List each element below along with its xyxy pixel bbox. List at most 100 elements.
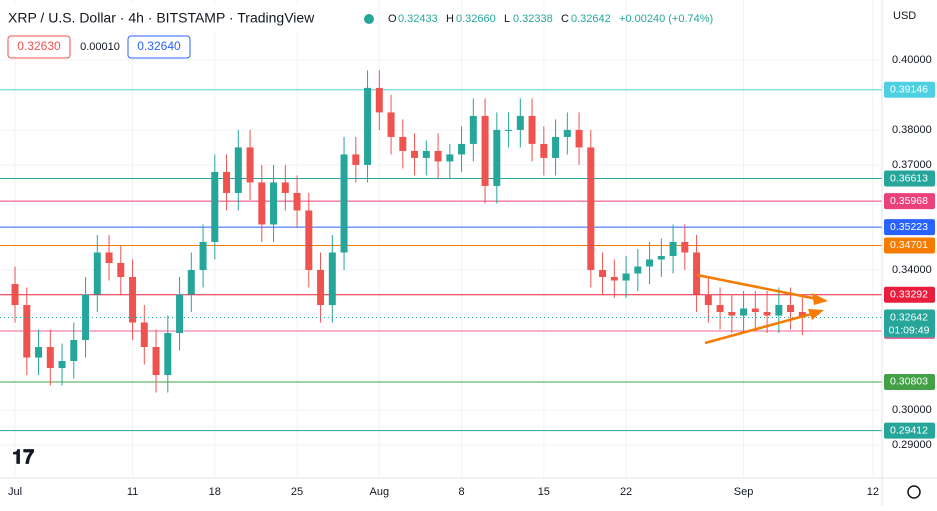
candle-body	[176, 294, 184, 334]
ohlc-label: O	[388, 13, 397, 25]
candle-body	[399, 136, 407, 151]
y-tick-label: 0.37000	[892, 159, 932, 171]
candle-body	[493, 129, 501, 186]
candle-body	[563, 129, 571, 137]
candle-body	[211, 171, 219, 242]
level-label-bg	[884, 193, 935, 210]
candle-body	[704, 294, 712, 306]
x-tick-label: 12	[867, 486, 879, 498]
x-tick-label: Jul	[8, 486, 22, 498]
level-label-bg	[884, 286, 935, 303]
candle-body	[117, 262, 125, 277]
candle-body	[246, 147, 254, 183]
candle-body	[411, 150, 419, 158]
candle-body	[140, 322, 148, 348]
sell-button[interactable]	[7, 35, 71, 59]
candle-body	[46, 347, 54, 369]
candle-body	[375, 87, 383, 113]
x-tick-label: 18	[209, 486, 221, 498]
market-status	[364, 14, 374, 24]
spread: 0.00010	[80, 41, 120, 53]
candle-body	[716, 305, 724, 313]
candle-body	[317, 269, 325, 306]
buy-price[interactable]: 0.32640	[137, 39, 181, 53]
header: XRP / U.S. Dollar · 4h · BITSTAMP · Trad…	[0, 4, 916, 59]
candle-body	[446, 154, 454, 162]
trend-line-lower	[704, 311, 816, 345]
level-label-bg	[884, 81, 935, 98]
candle-body	[751, 308, 759, 313]
candle-body	[458, 143, 466, 155]
candle-body	[281, 182, 289, 193]
x-tick-label: Aug	[370, 486, 390, 498]
level-label: 0.35223	[890, 221, 928, 233]
candle-body	[610, 276, 618, 281]
candle-body	[599, 269, 607, 277]
level-label: 0.36613	[890, 172, 928, 184]
candle-body	[540, 143, 548, 158]
level-label: 0.35968	[890, 195, 928, 207]
y-tick-label: 0.30000	[892, 404, 932, 416]
candle-body	[58, 361, 66, 369]
x-tick-label: 22	[620, 486, 632, 498]
currency-menu[interactable]: USD	[893, 10, 916, 22]
candle-body	[305, 210, 313, 270]
candle-body	[82, 294, 90, 341]
level-label: 0.39146	[890, 84, 928, 96]
x-tick-label: 11	[127, 486, 138, 498]
candle-body	[469, 115, 477, 144]
candle-body	[23, 305, 31, 358]
candle-body	[634, 266, 642, 274]
settings-button[interactable]	[907, 485, 921, 499]
candle-body	[199, 241, 207, 270]
candle-body	[505, 129, 513, 131]
candle-body	[328, 252, 336, 306]
level-label-bg	[884, 422, 935, 439]
sell-price[interactable]: 0.32630	[17, 39, 61, 53]
level-label: 0.33292	[890, 289, 928, 301]
ohlc-label: H	[446, 13, 454, 25]
level-label-bg	[884, 237, 935, 254]
y-tick-label: 0.38000	[892, 124, 932, 136]
trend-line-upper	[696, 273, 823, 302]
candle-body	[105, 252, 113, 263]
x-tick-label: 8	[459, 486, 465, 498]
arrow-head	[808, 309, 824, 320]
ohlc-value: 0.32660	[456, 13, 496, 25]
candle-body	[352, 154, 360, 165]
candle-body	[575, 129, 583, 148]
header-bg	[0, 4, 360, 32]
candle-body	[223, 171, 231, 193]
candle-body	[35, 347, 43, 358]
candle-body	[434, 150, 442, 162]
level-label-bg	[884, 219, 935, 236]
candle-body	[129, 276, 137, 323]
change: +0.00240 (+0.74%)	[619, 13, 713, 25]
candle-body	[93, 252, 101, 295]
candle-body	[340, 154, 348, 253]
level-label: 0.34701	[890, 239, 928, 251]
candle-body	[481, 115, 489, 186]
x-tick-label: 25	[291, 486, 303, 498]
level-label: 0.29412	[890, 424, 928, 436]
candle-body	[798, 312, 806, 318]
y-tick-label: 0.40000	[892, 54, 932, 66]
candle-body	[70, 340, 78, 362]
level-label: 0.30803	[890, 376, 928, 388]
level-label-bg	[884, 170, 935, 187]
candle-body	[164, 333, 172, 376]
candle-body	[646, 259, 654, 267]
candle-body	[669, 241, 677, 256]
candle-body	[622, 273, 630, 281]
candle-body	[740, 308, 748, 316]
candle-body	[763, 312, 771, 316]
buy-button[interactable]	[127, 35, 191, 59]
candle-body	[11, 283, 19, 306]
ohlc-label: C	[561, 13, 569, 25]
last-price-label: 0.32642	[890, 311, 928, 323]
plot-area	[0, 0, 882, 478]
candle-body	[728, 312, 736, 316]
candle-body	[387, 112, 395, 137]
y-tick-label: 0.29000	[892, 439, 932, 451]
